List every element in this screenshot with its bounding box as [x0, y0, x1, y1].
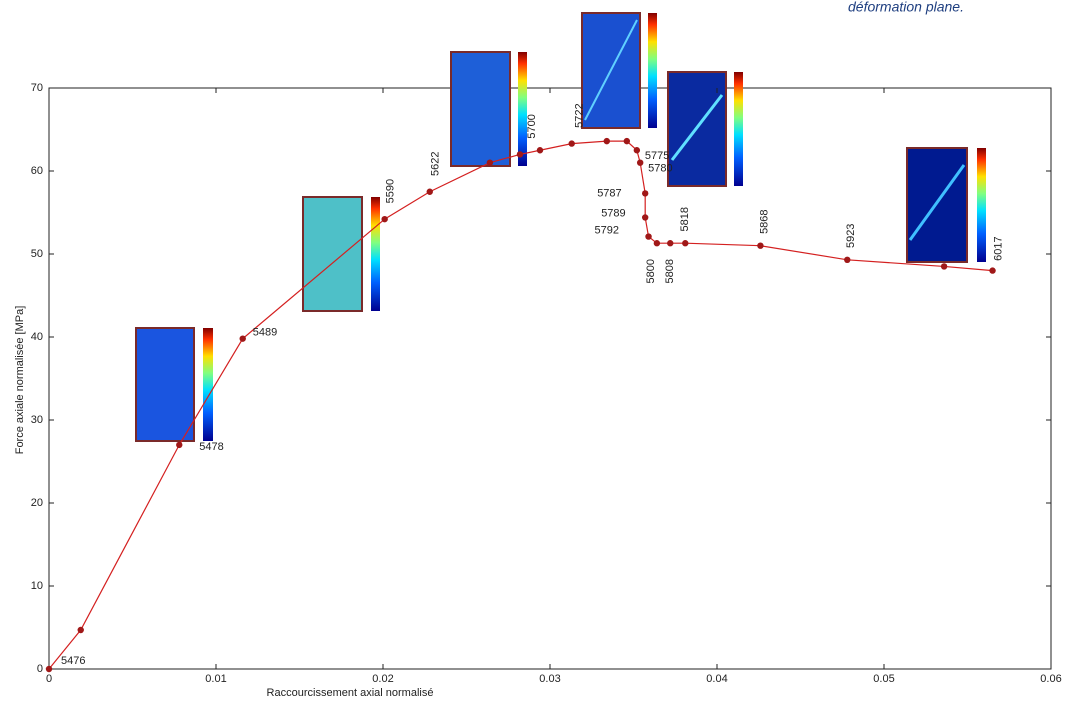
point-label: 5792 — [595, 224, 619, 236]
point-label: 5789 — [601, 207, 625, 219]
point-label: 5489 — [253, 327, 277, 339]
point-label: 5775 — [645, 150, 669, 162]
colorbar — [648, 13, 657, 128]
point — [642, 190, 648, 196]
y-tick-label: 10 — [31, 580, 43, 592]
point — [176, 442, 182, 448]
colorbar — [518, 52, 527, 166]
point — [240, 335, 246, 341]
colorbar — [734, 72, 743, 186]
y-tick-label: 30 — [31, 414, 43, 426]
y-tick-label: 60 — [31, 165, 43, 177]
point — [989, 267, 995, 273]
point-label: 5800 — [645, 259, 657, 283]
point — [637, 160, 643, 166]
point — [624, 138, 630, 144]
chart: déformation plane. Raccourcissement axia… — [0, 0, 1076, 702]
point — [381, 216, 387, 222]
x-tick-label: 0.03 — [539, 673, 560, 685]
insets — [136, 13, 986, 441]
point-label: 5590 — [385, 179, 397, 203]
point — [427, 189, 433, 195]
y-tick-label: 0 — [37, 663, 43, 675]
point-label: 5622 — [430, 152, 442, 176]
y-tick-label: 50 — [31, 248, 43, 260]
x-tick-label: 0 — [46, 673, 52, 685]
colorbar — [371, 197, 380, 311]
colorbar — [203, 328, 213, 441]
point — [844, 257, 850, 263]
point-label: 5478 — [199, 441, 223, 453]
point-label: 5808 — [664, 259, 676, 283]
point-label: 5787 — [597, 187, 621, 199]
point — [46, 666, 52, 672]
point — [634, 147, 640, 153]
y-tick-label: 20 — [31, 497, 43, 509]
point-label: 5780 — [648, 163, 672, 175]
caption: déformation plane. — [848, 0, 964, 15]
x-tick-label: 0.06 — [1040, 673, 1061, 685]
point-label: 6017 — [992, 236, 1004, 260]
point — [757, 243, 763, 249]
point-label: 5722 — [574, 103, 586, 127]
strain-map — [303, 197, 362, 311]
point-label: 5818 — [679, 207, 691, 231]
point — [78, 627, 84, 633]
point — [487, 160, 493, 166]
x-tick-label: 0.01 — [205, 673, 226, 685]
plot-frame — [49, 88, 1051, 669]
point-label: 5868 — [758, 209, 770, 233]
point — [941, 263, 947, 269]
point — [569, 140, 575, 146]
point — [642, 214, 648, 220]
x-tick-label: 0.02 — [372, 673, 393, 685]
point — [667, 240, 673, 246]
point-label: 5476 — [61, 655, 85, 667]
y-tick-label: 70 — [31, 82, 43, 94]
point — [654, 240, 660, 246]
x-axis-label: Raccourcissement axial normalisé — [267, 687, 434, 699]
point-label: 5923 — [845, 224, 857, 248]
y-tick-label: 40 — [31, 331, 43, 343]
point — [645, 233, 651, 239]
point-label: 5700 — [526, 114, 538, 138]
point — [604, 138, 610, 144]
strain-map — [451, 52, 510, 166]
x-tick-label: 0.04 — [706, 673, 727, 685]
point — [517, 151, 523, 157]
point — [537, 147, 543, 153]
point — [682, 240, 688, 246]
x-tick-label: 0.05 — [873, 673, 894, 685]
strain-map — [136, 328, 194, 441]
y-axis-label: Force axiale normalisée [MPa] — [14, 306, 26, 455]
colorbar — [977, 148, 986, 262]
